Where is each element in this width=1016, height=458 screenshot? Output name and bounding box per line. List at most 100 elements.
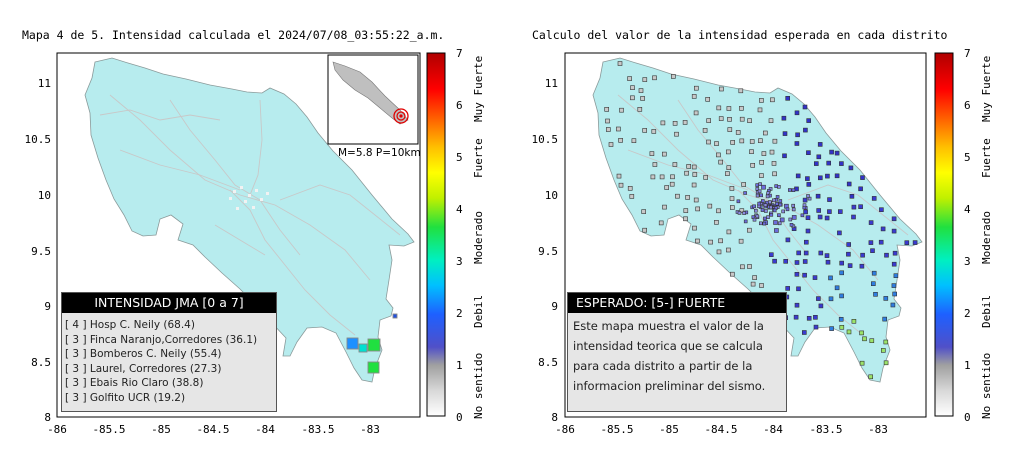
district-marker [616,126,621,132]
district-marker [630,85,635,90]
district-marker [817,214,823,220]
district-marker [883,296,889,301]
district-marker [651,129,657,134]
district-marker [791,215,797,220]
district-marker [793,314,799,320]
district-marker [735,130,741,135]
right-x-tick: -83 [868,423,888,436]
district-marker [605,127,611,132]
district-marker [858,204,863,209]
district-marker [683,216,688,222]
district-marker [817,142,823,147]
district-marker [825,259,831,265]
district-marker [802,197,808,203]
district-marker [813,314,818,320]
district-marker [789,223,794,227]
district-marker [760,199,765,203]
district-marker [759,193,764,198]
district-marker [770,97,775,103]
left-x-tick: -85 [151,423,171,436]
district-marker [837,209,843,214]
district-marker [904,240,910,245]
district-marker [705,97,711,102]
left-y-tick: 10 [38,189,51,202]
description-line: para cada distrito a partir de la [573,359,753,373]
district-marker [631,138,637,143]
right-y-tick: 9.5 [538,245,558,258]
district-marker [725,149,731,155]
district-marker [739,116,745,122]
district-marker [618,182,624,188]
colorbar-tick: 5 [456,151,463,164]
district-marker [803,209,808,215]
district-marker [740,264,745,270]
district-marker [800,213,805,218]
district-marker [752,204,756,209]
district-marker [692,225,697,231]
inset-magnitude-caption: M=5.8 P=10km [338,147,421,159]
right-y-tick: 11 [545,77,558,90]
district-intensity-markers [604,61,918,380]
district-marker [757,189,762,194]
district-marker [758,221,763,226]
district-marker [806,118,812,123]
right-x-tick: -84.5 [704,423,737,436]
district-marker [743,191,747,195]
district-marker [761,184,766,190]
district-marker [862,336,867,342]
district-marker [693,85,699,91]
district-marker [828,296,834,302]
district-marker [794,271,800,277]
district-marker [660,120,666,126]
colorbar-tick: 5 [964,151,971,164]
district-marker [761,151,767,156]
district-marker [827,209,832,214]
district-marker [851,204,857,210]
district-marker [884,252,889,258]
district-marker [686,164,692,169]
district-marker [743,219,748,224]
district-marker [891,283,897,288]
district-marker [693,110,699,116]
expected-intensity-box: ESPERADO: [5-] FUERTE Este mapa muestra … [567,292,787,412]
district-marker [851,318,857,324]
district-marker [869,338,875,344]
district-marker [785,286,791,291]
district-marker [741,182,747,187]
district-marker [742,211,746,215]
district-marker [834,173,840,179]
district-marker [816,154,822,160]
district-marker [803,239,809,245]
district-marker [805,176,810,181]
district-marker [791,207,796,212]
district-marker [882,316,888,322]
district-marker [805,215,811,220]
district-marker [839,293,844,299]
right-x-tick: -83.5 [809,423,842,436]
district-marker [803,250,809,256]
district-marker [664,185,670,190]
left-x-tick: -83 [360,423,380,436]
description-line: informacion preliminar del sismo. [573,379,766,393]
district-marker [805,228,811,234]
district-marker [729,186,735,191]
district-marker [747,264,752,269]
district-marker [846,251,851,257]
district-marker [702,128,708,133]
colorbar-category: No sentido [472,353,485,419]
district-marker [640,96,645,101]
district-marker [802,104,808,110]
district-marker [828,275,833,281]
left-y-tick: 11 [38,77,51,90]
district-marker [716,249,722,255]
district-marker [777,221,782,226]
right-y-tick: 8 [551,411,558,424]
district-marker [768,200,772,204]
district-marker [794,260,800,265]
district-marker [759,283,764,288]
district-marker [726,106,732,111]
district-marker [703,175,709,180]
district-marker [691,94,697,99]
district-marker [781,209,786,214]
district-marker [695,206,701,212]
